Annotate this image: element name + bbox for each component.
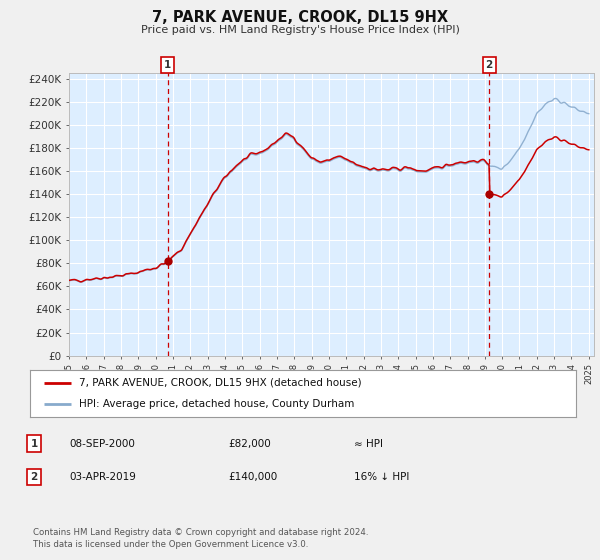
Text: 2: 2 (31, 472, 38, 482)
Text: Price paid vs. HM Land Registry's House Price Index (HPI): Price paid vs. HM Land Registry's House … (140, 25, 460, 35)
Text: Contains HM Land Registry data © Crown copyright and database right 2024.
This d: Contains HM Land Registry data © Crown c… (33, 528, 368, 549)
Text: ≈ HPI: ≈ HPI (354, 438, 383, 449)
Text: 1: 1 (164, 60, 171, 70)
Text: 03-APR-2019: 03-APR-2019 (69, 472, 136, 482)
Text: HPI: Average price, detached house, County Durham: HPI: Average price, detached house, Coun… (79, 399, 355, 409)
Text: £82,000: £82,000 (228, 438, 271, 449)
Text: £140,000: £140,000 (228, 472, 277, 482)
Text: 7, PARK AVENUE, CROOK, DL15 9HX: 7, PARK AVENUE, CROOK, DL15 9HX (152, 10, 448, 25)
Text: 7, PARK AVENUE, CROOK, DL15 9HX (detached house): 7, PARK AVENUE, CROOK, DL15 9HX (detache… (79, 378, 362, 388)
Text: 2: 2 (485, 60, 493, 70)
Text: 16% ↓ HPI: 16% ↓ HPI (354, 472, 409, 482)
Text: 08-SEP-2000: 08-SEP-2000 (69, 438, 135, 449)
Text: 1: 1 (31, 438, 38, 449)
